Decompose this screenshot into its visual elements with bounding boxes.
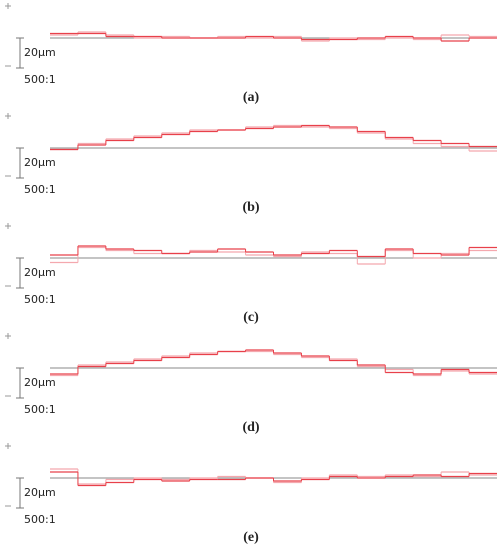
magnification: 500:1 bbox=[24, 293, 56, 306]
caption: (e) bbox=[243, 530, 259, 545]
scale-bar-label: 20µm bbox=[24, 156, 56, 169]
caption: (c) bbox=[243, 310, 259, 325]
scale-bar-label: 20µm bbox=[24, 46, 56, 59]
caption: (b) bbox=[242, 200, 259, 215]
caption: (a) bbox=[243, 90, 260, 105]
magnification: 500:1 bbox=[24, 403, 56, 416]
magnification: 500:1 bbox=[24, 183, 56, 196]
scale-bar-label: 20µm bbox=[24, 376, 56, 389]
scale-bar-label: 20µm bbox=[24, 486, 56, 499]
caption: (d) bbox=[242, 420, 259, 435]
scale-bar-label: 20µm bbox=[24, 266, 56, 279]
magnification: 500:1 bbox=[24, 73, 56, 86]
magnification: 500:1 bbox=[24, 513, 56, 526]
